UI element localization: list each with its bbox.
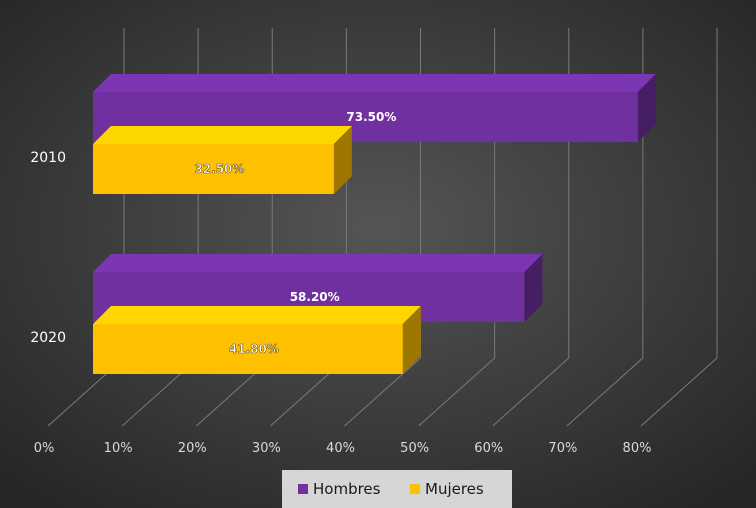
data-label: 73.50% (346, 110, 396, 124)
legend-label: Mujeres (425, 480, 484, 498)
legend-swatch (410, 484, 420, 494)
bar-top-face (93, 74, 656, 92)
x-tick-label: 80% (623, 441, 652, 456)
bar-top-face (93, 126, 352, 144)
bar-top-face (93, 254, 543, 272)
legend-box (282, 470, 512, 508)
gridline (640, 357, 718, 427)
category-label: 2010 (30, 150, 66, 166)
x-tick-label: 0% (34, 441, 55, 456)
bar-side-face (402, 306, 421, 374)
labels: 0% 10% 20% 30% 40% 50% 60% 70% 80% 2010 73.50% 32.5… (30, 110, 651, 456)
x-tick-label: 20% (178, 441, 207, 456)
category-label: 2020 (30, 330, 66, 346)
data-label: 58.20% (290, 290, 340, 304)
bar-mujeres-2020 (93, 324, 403, 374)
bar-side-face (524, 254, 543, 322)
bar-top-face (93, 306, 421, 324)
gridline (566, 357, 644, 427)
legend: Hombres Mujeres (282, 470, 512, 508)
bar-side-face (637, 74, 656, 142)
x-tick-label: 30% (252, 441, 281, 456)
data-label: 41.80% (229, 342, 279, 356)
legend-label: Hombres (313, 480, 381, 498)
bar-mujeres-2010 (93, 144, 334, 194)
data-label: 32.50% (194, 162, 244, 176)
gridline (418, 357, 495, 427)
x-tick-label: 40% (326, 441, 355, 456)
legend-swatch (298, 484, 308, 494)
x-tick-label: 10% (104, 441, 133, 456)
x-tick-label: 60% (474, 441, 503, 456)
x-tick-label: 70% (548, 441, 577, 456)
gridline (344, 357, 421, 427)
gridline (492, 357, 570, 427)
bar-side-face (333, 126, 352, 194)
bars (93, 74, 656, 374)
x-tick-label: 50% (400, 441, 429, 456)
